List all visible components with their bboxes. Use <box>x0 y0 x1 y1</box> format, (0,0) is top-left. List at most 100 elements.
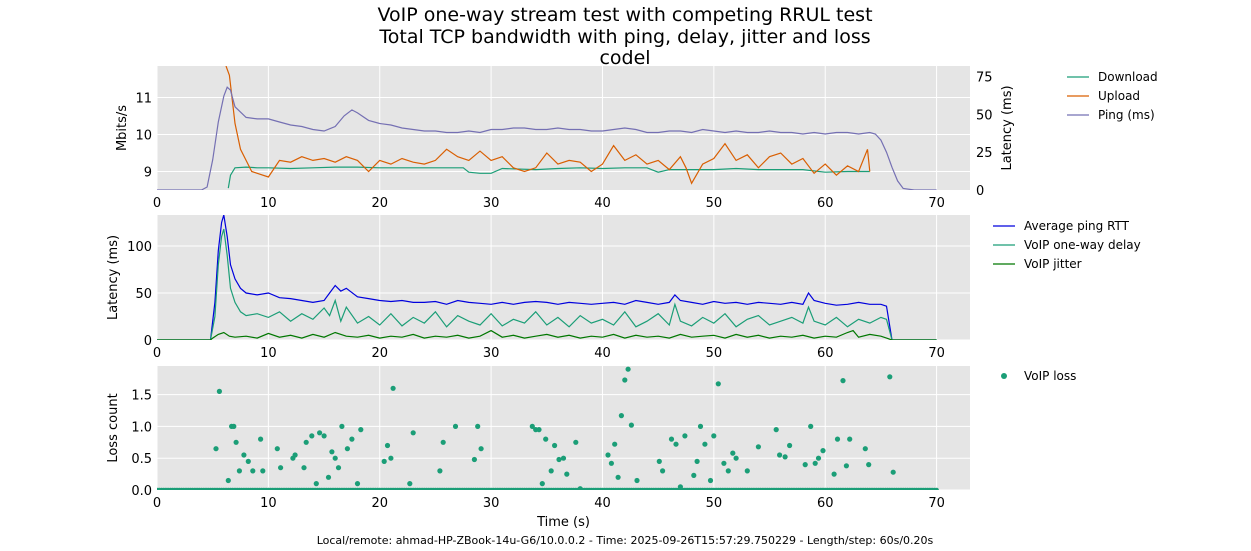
y-tick-label: 11 <box>135 91 152 106</box>
x-tick-label: 0 <box>153 346 161 361</box>
x-tick-label: 20 <box>371 346 388 361</box>
loss-point <box>628 422 635 428</box>
x-tick-label: 70 <box>928 346 945 361</box>
loss-point <box>344 446 350 452</box>
plot-area <box>157 366 970 490</box>
loss-point <box>536 427 542 433</box>
loss-point <box>744 468 750 474</box>
loss-point <box>605 452 611 458</box>
plot-marks <box>157 66 937 190</box>
legend-label: Download <box>1098 70 1158 84</box>
loss-point <box>608 460 615 466</box>
loss-point <box>694 458 700 464</box>
legend-swatch <box>1001 373 1007 379</box>
loss-point <box>213 446 219 452</box>
loss-point <box>622 377 628 383</box>
legend-label: Upload <box>1098 89 1140 103</box>
loss-point <box>339 423 345 429</box>
loss-point <box>782 454 788 460</box>
loss-point <box>539 481 545 487</box>
x-tick-label: 10 <box>260 496 277 511</box>
loss-point <box>241 452 247 458</box>
loss-point <box>677 484 684 490</box>
loss-point <box>301 465 307 471</box>
x-tick-label: 40 <box>594 496 611 511</box>
y-axis-label: Latency (ms) <box>106 235 121 320</box>
x-tick-label: 40 <box>594 196 611 211</box>
loss-point <box>225 477 231 484</box>
legend-label: Ping (ms) <box>1098 108 1155 122</box>
loss-point <box>236 468 242 474</box>
chart-title-line1: VoIP one-way stream test with competing … <box>377 4 872 26</box>
loss-point <box>673 441 679 447</box>
loss-point <box>866 462 872 468</box>
loss-point <box>529 423 535 429</box>
y-tick-label: 50 <box>135 287 152 302</box>
loss-point <box>452 423 459 429</box>
loss-point <box>612 441 618 447</box>
x-tick-label: 70 <box>928 496 945 511</box>
loss-point-zero <box>934 487 939 490</box>
series-line-voip-one-way-delay <box>157 228 937 340</box>
loss-point <box>388 455 394 461</box>
latency-panel: 0 10 20 30 40 50 60 70 0 50 100 Latency (ms) Average… <box>106 215 1141 361</box>
x-tick-label: 60 <box>817 346 834 361</box>
loss-point <box>697 423 704 429</box>
loss-point <box>634 477 640 484</box>
loss-point <box>358 427 364 433</box>
y-tick-label: 0.5 <box>131 452 152 467</box>
loss-point <box>231 423 237 429</box>
bandwidth-panel: 0 10 20 30 40 50 60 70 9 10 11 Mbits/s 0 25 50 75 Latenc… <box>115 66 1158 211</box>
loss-point <box>274 446 280 452</box>
loss-point <box>332 455 338 461</box>
loss-point <box>278 465 284 471</box>
loss-point <box>625 366 631 372</box>
loss-point <box>313 481 319 487</box>
chart-title-line3: codel <box>599 47 650 69</box>
y-tick-label: 9 <box>144 165 152 180</box>
x-tick-label: 60 <box>817 196 834 211</box>
loss-point <box>682 433 688 439</box>
y-tick-label: 0.0 <box>131 484 152 499</box>
x-tick-label: 40 <box>594 346 611 361</box>
loss-point <box>834 436 841 442</box>
x-tick-label: 10 <box>260 196 277 211</box>
loss-point <box>410 430 416 436</box>
loss-point <box>787 442 793 449</box>
loss-point <box>847 436 853 442</box>
loss-point <box>260 468 266 474</box>
x-tick-label: 20 <box>371 196 388 211</box>
x-tick-label: 30 <box>483 346 500 361</box>
plot-marks <box>157 366 939 490</box>
loss-point <box>548 468 554 474</box>
series-line-voip-jitter <box>157 329 937 340</box>
loss-point <box>815 455 822 461</box>
loss-point <box>711 433 717 439</box>
y-right-tick-label: 75 <box>976 71 993 86</box>
y-tick-label: 1.0 <box>131 420 152 435</box>
loss-point <box>258 436 264 442</box>
loss-point <box>668 436 675 442</box>
x-tick-label: 30 <box>483 196 500 211</box>
loss-point <box>325 474 332 480</box>
loss-point <box>615 474 621 480</box>
loss-point <box>216 388 222 394</box>
loss-point <box>812 460 818 466</box>
loss-point <box>843 463 850 469</box>
loss-point <box>407 481 413 487</box>
loss-point <box>808 423 814 429</box>
loss-point <box>755 444 762 450</box>
loss-point <box>556 456 562 463</box>
loss-point <box>702 441 708 447</box>
x-tick-label: 20 <box>371 496 388 511</box>
loss-point <box>381 458 387 464</box>
loss-point <box>840 378 846 384</box>
y-axis-label: Mbits/s <box>115 105 130 151</box>
loss-point <box>777 452 783 458</box>
plot-area <box>157 215 970 340</box>
legend-label: Average ping RTT <box>1024 219 1130 233</box>
x-tick-label: 50 <box>706 496 723 511</box>
loss-point <box>721 460 727 466</box>
chart-title-line2: Total TCP bandwidth with ping, delay, ji… <box>378 26 870 48</box>
